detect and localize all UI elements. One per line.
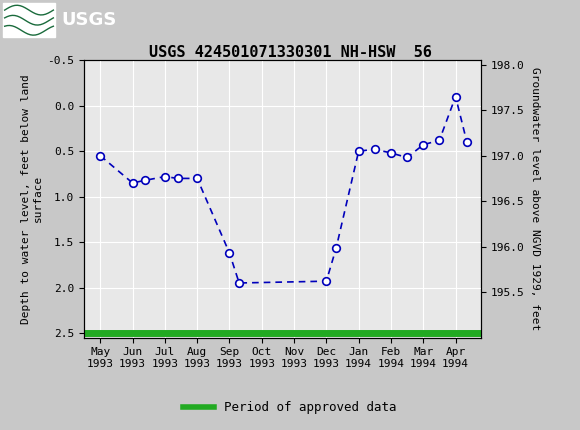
Text: USGS 424501071330301 NH-HSW  56: USGS 424501071330301 NH-HSW 56 — [148, 45, 432, 60]
Legend: Period of approved data: Period of approved data — [178, 396, 402, 419]
Y-axis label: Groundwater level above NGVD 1929, feet: Groundwater level above NGVD 1929, feet — [531, 67, 541, 331]
Y-axis label: Depth to water level, feet below land
surface: Depth to water level, feet below land su… — [21, 74, 44, 324]
Text: USGS: USGS — [61, 11, 116, 29]
Bar — [3, 3, 55, 37]
